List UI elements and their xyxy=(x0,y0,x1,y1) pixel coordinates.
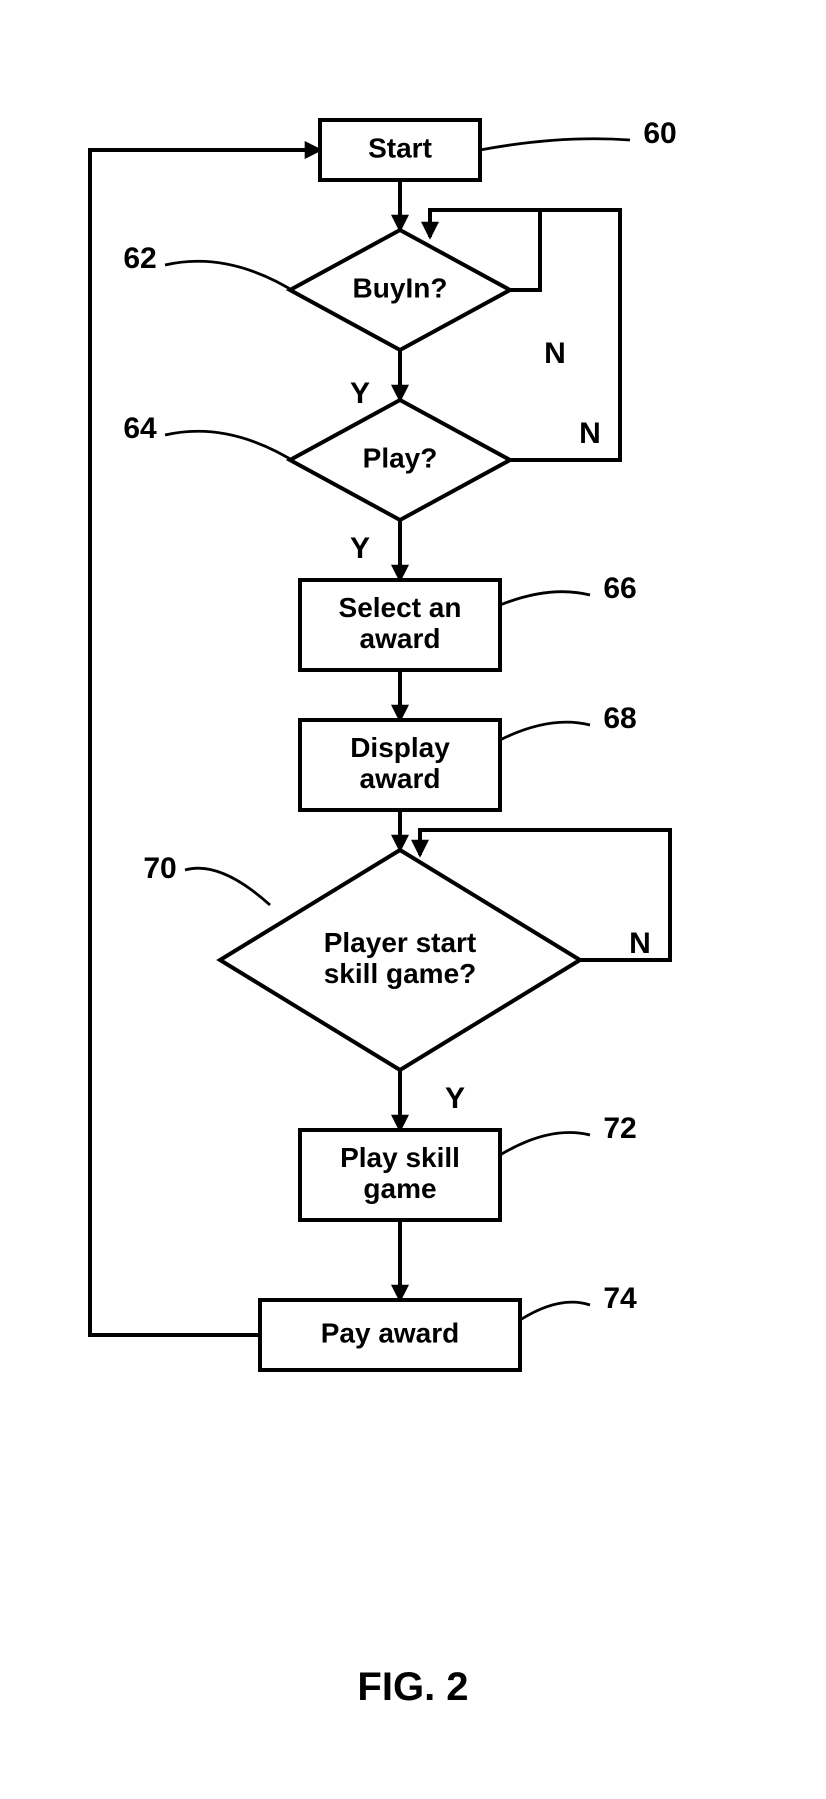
edge-play-n-to-buyin xyxy=(510,210,620,460)
node-skill-text-1: skill game? xyxy=(324,958,477,989)
node-pay: Pay award xyxy=(260,1300,520,1370)
rl74 xyxy=(520,1302,590,1320)
edge-pay-to-start xyxy=(90,150,320,1335)
node-display: Displayaward xyxy=(300,720,500,810)
rl66 xyxy=(500,592,590,605)
node-display-text-1: award xyxy=(360,763,441,794)
node-buyin-text-0: BuyIn? xyxy=(353,272,448,303)
rl60 xyxy=(480,139,630,150)
edgelabel-buyin_y: Y xyxy=(350,377,370,410)
figure-caption: FIG. 2 xyxy=(357,1665,468,1709)
rl64 xyxy=(165,431,300,465)
ref-r68: 68 xyxy=(603,702,636,735)
rl68 xyxy=(500,722,590,740)
node-skill-text-0: Player start xyxy=(324,927,477,958)
ref-r74: 74 xyxy=(603,1282,637,1315)
flowchart: StartBuyIn?Play?Select anawardDisplayawa… xyxy=(0,0,826,1799)
rl62 xyxy=(165,261,300,295)
node-buyin: BuyIn? xyxy=(290,230,510,350)
edgelabel-buyin_n: N xyxy=(544,337,566,370)
node-skill: Player startskill game? xyxy=(220,850,580,1070)
node-select-text-1: award xyxy=(360,623,441,654)
node-play: Play? xyxy=(290,400,510,520)
node-start: Start xyxy=(320,120,480,180)
node-start-text-0: Start xyxy=(368,132,432,163)
node-playskill-text-1: game xyxy=(363,1173,436,1204)
rl70 xyxy=(185,868,270,905)
node-select: Select anaward xyxy=(300,580,500,670)
edgelabel-skill_y: Y xyxy=(445,1082,465,1115)
ref-r72: 72 xyxy=(603,1112,636,1145)
node-select-text-0: Select an xyxy=(339,592,462,623)
ref-r64: 64 xyxy=(123,412,157,445)
node-pay-text-0: Pay award xyxy=(321,1317,460,1348)
node-display-text-0: Display xyxy=(350,732,450,763)
ref-r66: 66 xyxy=(603,572,636,605)
ref-r60: 60 xyxy=(643,117,676,150)
ref-r70: 70 xyxy=(143,852,176,885)
node-playskill-text-0: Play skill xyxy=(340,1142,460,1173)
node-playskill: Play skillgame xyxy=(300,1130,500,1220)
edgelabel-skill_n: N xyxy=(629,927,651,960)
ref-r62: 62 xyxy=(123,242,156,275)
edgelabel-play_y: Y xyxy=(350,532,370,565)
node-play-text-0: Play? xyxy=(363,442,438,473)
edgelabel-play_n: N xyxy=(579,417,601,450)
rl72 xyxy=(500,1133,590,1156)
